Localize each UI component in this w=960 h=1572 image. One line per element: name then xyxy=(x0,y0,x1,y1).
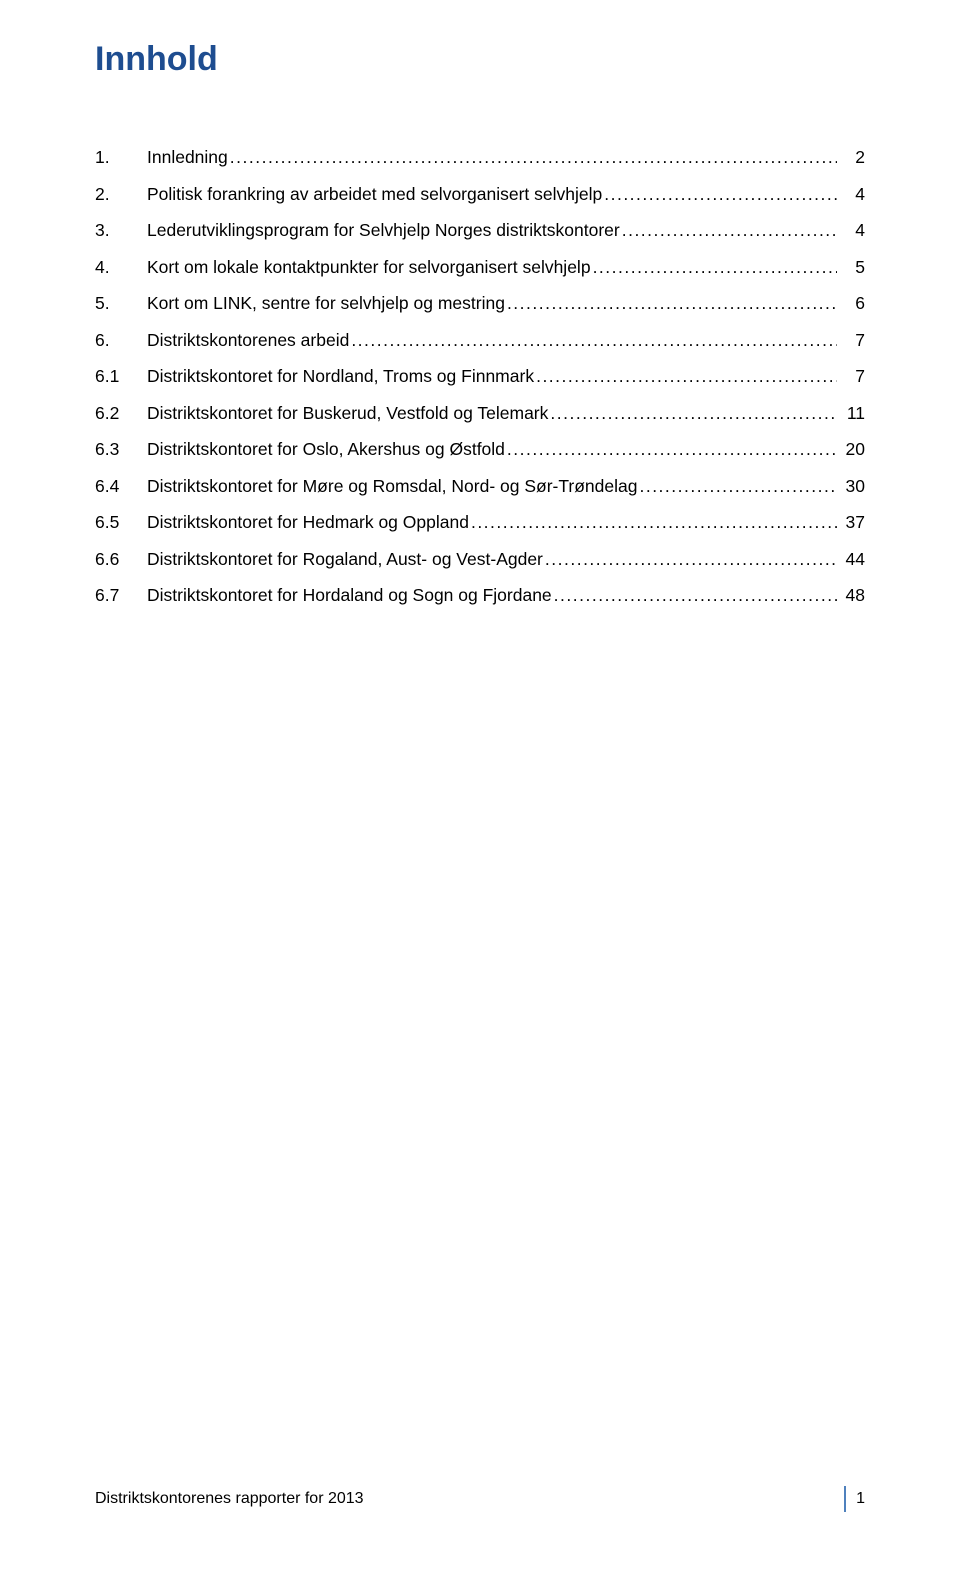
toc-entry-label: Distriktskontoret for Nordland, Troms og… xyxy=(147,368,534,386)
toc-entry-number: 5. xyxy=(95,295,147,313)
table-of-contents: 1.Innledning 2 2.Politisk forankring av ar… xyxy=(95,149,865,605)
toc-leader xyxy=(505,295,837,313)
toc-entry-label: Distriktskontoret for Møre og Romsdal, N… xyxy=(147,478,637,496)
toc-entry-label: Distriktskontoret for Hordaland og Sogn … xyxy=(147,587,552,605)
toc-entry-label: Distriktskontoret for Hedmark og Oppland xyxy=(147,514,469,532)
toc-entry-number: 6.5 xyxy=(95,514,147,532)
toc-entry-label: Innledning xyxy=(147,149,228,167)
toc-entry-page: 20 xyxy=(837,441,865,459)
toc-leader xyxy=(602,186,837,204)
toc-entry[interactable]: 6.2Distriktskontoret for Buskerud, Vestf… xyxy=(95,405,865,423)
toc-leader xyxy=(552,587,837,605)
page-title: Innhold xyxy=(95,40,865,79)
toc-entry-label: Politisk forankring av arbeidet med selv… xyxy=(147,186,602,204)
toc-leader xyxy=(620,222,837,240)
toc-entry-number: 6. xyxy=(95,332,147,350)
toc-entry-number: 2. xyxy=(95,186,147,204)
toc-entry[interactable]: 6.7Distriktskontoret for Hordaland og So… xyxy=(95,587,865,605)
toc-entry-page: 44 xyxy=(837,551,865,569)
toc-entry[interactable]: 3.Lederutviklingsprogram for Selvhjelp N… xyxy=(95,222,865,240)
toc-entry-label: Distriktskontoret for Rogaland, Aust- og… xyxy=(147,551,543,569)
toc-entry-page: 4 xyxy=(837,186,865,204)
toc-entry[interactable]: 6.3Distriktskontoret for Oslo, Akershus … xyxy=(95,441,865,459)
footer-page-number: 1 xyxy=(856,1490,865,1508)
toc-entry-label: Kort om LINK, sentre for selvhjelp og me… xyxy=(147,295,505,313)
toc-leader xyxy=(534,368,837,386)
toc-entry[interactable]: 2.Politisk forankring av arbeidet med se… xyxy=(95,186,865,204)
toc-leader xyxy=(469,514,837,532)
page-footer: Distriktskontorenes rapporter for 2013 1 xyxy=(95,1486,865,1512)
toc-entry[interactable]: 6.5Distriktskontoret for Hedmark og Oppl… xyxy=(95,514,865,532)
toc-entry-label: Distriktskontorenes arbeid xyxy=(147,332,349,350)
footer-text: Distriktskontorenes rapporter for 2013 xyxy=(95,1490,364,1508)
toc-entry[interactable]: 6.6Distriktskontoret for Rogaland, Aust-… xyxy=(95,551,865,569)
footer-divider xyxy=(844,1486,846,1512)
toc-entry-page: 6 xyxy=(837,295,865,313)
toc-entry-page: 7 xyxy=(837,332,865,350)
toc-leader xyxy=(349,332,837,350)
toc-entry-page: 30 xyxy=(837,478,865,496)
toc-entry[interactable]: 6.4Distriktskontoret for Møre og Romsdal… xyxy=(95,478,865,496)
toc-leader xyxy=(637,478,837,496)
toc-entry-number: 6.3 xyxy=(95,441,147,459)
toc-leader xyxy=(591,259,837,277)
toc-entry[interactable]: 6.1Distriktskontoret for Nordland, Troms… xyxy=(95,368,865,386)
toc-leader xyxy=(228,149,837,167)
toc-entry[interactable]: 6.Distriktskontorenes arbeid 7 xyxy=(95,332,865,350)
toc-entry-page: 37 xyxy=(837,514,865,532)
toc-entry-page: 5 xyxy=(837,259,865,277)
toc-entry-page: 2 xyxy=(837,149,865,167)
page: Innhold 1.Innledning 2 2.Politisk forankri… xyxy=(0,0,960,1572)
toc-entry[interactable]: 1.Innledning 2 xyxy=(95,149,865,167)
toc-entry-page: 4 xyxy=(837,222,865,240)
toc-entry-label: Distriktskontoret for Buskerud, Vestfold… xyxy=(147,405,548,423)
toc-leader xyxy=(543,551,837,569)
toc-entry-number: 1. xyxy=(95,149,147,167)
toc-entry-page: 7 xyxy=(837,368,865,386)
toc-entry-number: 4. xyxy=(95,259,147,277)
toc-entry-number: 6.2 xyxy=(95,405,147,423)
toc-entry-label: Distriktskontoret for Oslo, Akershus og … xyxy=(147,441,505,459)
toc-entry-number: 3. xyxy=(95,222,147,240)
toc-entry-number: 6.7 xyxy=(95,587,147,605)
toc-entry-number: 6.6 xyxy=(95,551,147,569)
toc-entry-number: 6.1 xyxy=(95,368,147,386)
toc-entry-number: 6.4 xyxy=(95,478,147,496)
toc-leader xyxy=(548,405,837,423)
toc-entry-label: Kort om lokale kontaktpunkter for selvor… xyxy=(147,259,591,277)
toc-entry[interactable]: 5.Kort om LINK, sentre for selvhjelp og … xyxy=(95,295,865,313)
toc-entry[interactable]: 4.Kort om lokale kontaktpunkter for selv… xyxy=(95,259,865,277)
toc-entry-label: Lederutviklingsprogram for Selvhjelp Nor… xyxy=(147,222,620,240)
toc-leader xyxy=(505,441,837,459)
toc-entry-page: 11 xyxy=(837,405,865,423)
toc-entry-page: 48 xyxy=(837,587,865,605)
